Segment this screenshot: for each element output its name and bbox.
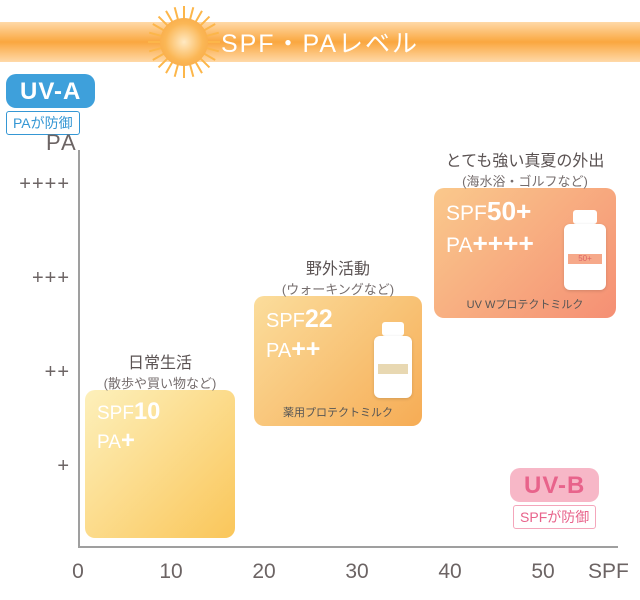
uva-badge-group: UV-A PAが防御 [6, 74, 95, 135]
header-bar: SPF・PAレベル [0, 22, 640, 62]
box-label-main: とても強い真夏の外出 [434, 147, 616, 171]
box-label-sub: (海水浴・ゴルフなど) [434, 171, 616, 190]
box-label-sub: (散歩や買い物など) [85, 373, 235, 392]
product-box-strong: とても強い真夏の外出(海水浴・ゴルフなど)SPF50+PA++++50+UV W… [434, 188, 616, 318]
y-tick: ++ [0, 361, 70, 384]
y-tick: +++ [0, 267, 70, 290]
y-axis [78, 150, 80, 548]
uvb-sublabel: SPFが防御 [513, 505, 596, 529]
box-label-main: 日常生活 [85, 349, 235, 373]
x-tick: 40 [430, 560, 470, 584]
product-box-outdoor: 野外活動(ウォーキングなど)SPF22PA++薬用プロテクトミルク [254, 296, 422, 426]
product-box-daily: 日常生活(散歩や買い物など)SPF10PA+ [85, 390, 235, 538]
x-tick: 50 [523, 560, 563, 584]
sun-icon [148, 6, 220, 78]
x-tick: 0 [58, 560, 98, 584]
uvb-badge-group: UV-B SPFが防御 [510, 468, 599, 529]
header-title: SPF・PAレベル [221, 24, 419, 60]
x-tick: 30 [337, 560, 377, 584]
product-name: 薬用プロテクトミルク [254, 404, 422, 420]
x-tick: 10 [151, 560, 191, 584]
uvb-badge: UV-B [510, 468, 599, 502]
spf-pa-text: SPF10PA+ [97, 398, 225, 455]
box-label-main: 野外活動 [254, 255, 422, 279]
x-tick: 20 [244, 560, 284, 584]
uva-badge: UV-A [6, 74, 95, 108]
box-label-sub: (ウォーキングなど) [254, 279, 422, 298]
product-name: UV Wプロテクトミルク [434, 296, 616, 312]
x-axis-title: SPF [588, 560, 629, 584]
box-label: とても強い真夏の外出(海水浴・ゴルフなど) [434, 147, 616, 190]
y-tick: ++++ [0, 173, 70, 196]
y-axis-title: PA [46, 130, 78, 156]
bottle-icon [374, 322, 412, 398]
box-label: 野外活動(ウォーキングなど) [254, 255, 422, 298]
y-tick: + [0, 455, 70, 478]
bottle-icon: 50+ [564, 210, 606, 290]
box-label: 日常生活(散歩や買い物など) [85, 349, 235, 392]
x-axis [78, 546, 618, 548]
